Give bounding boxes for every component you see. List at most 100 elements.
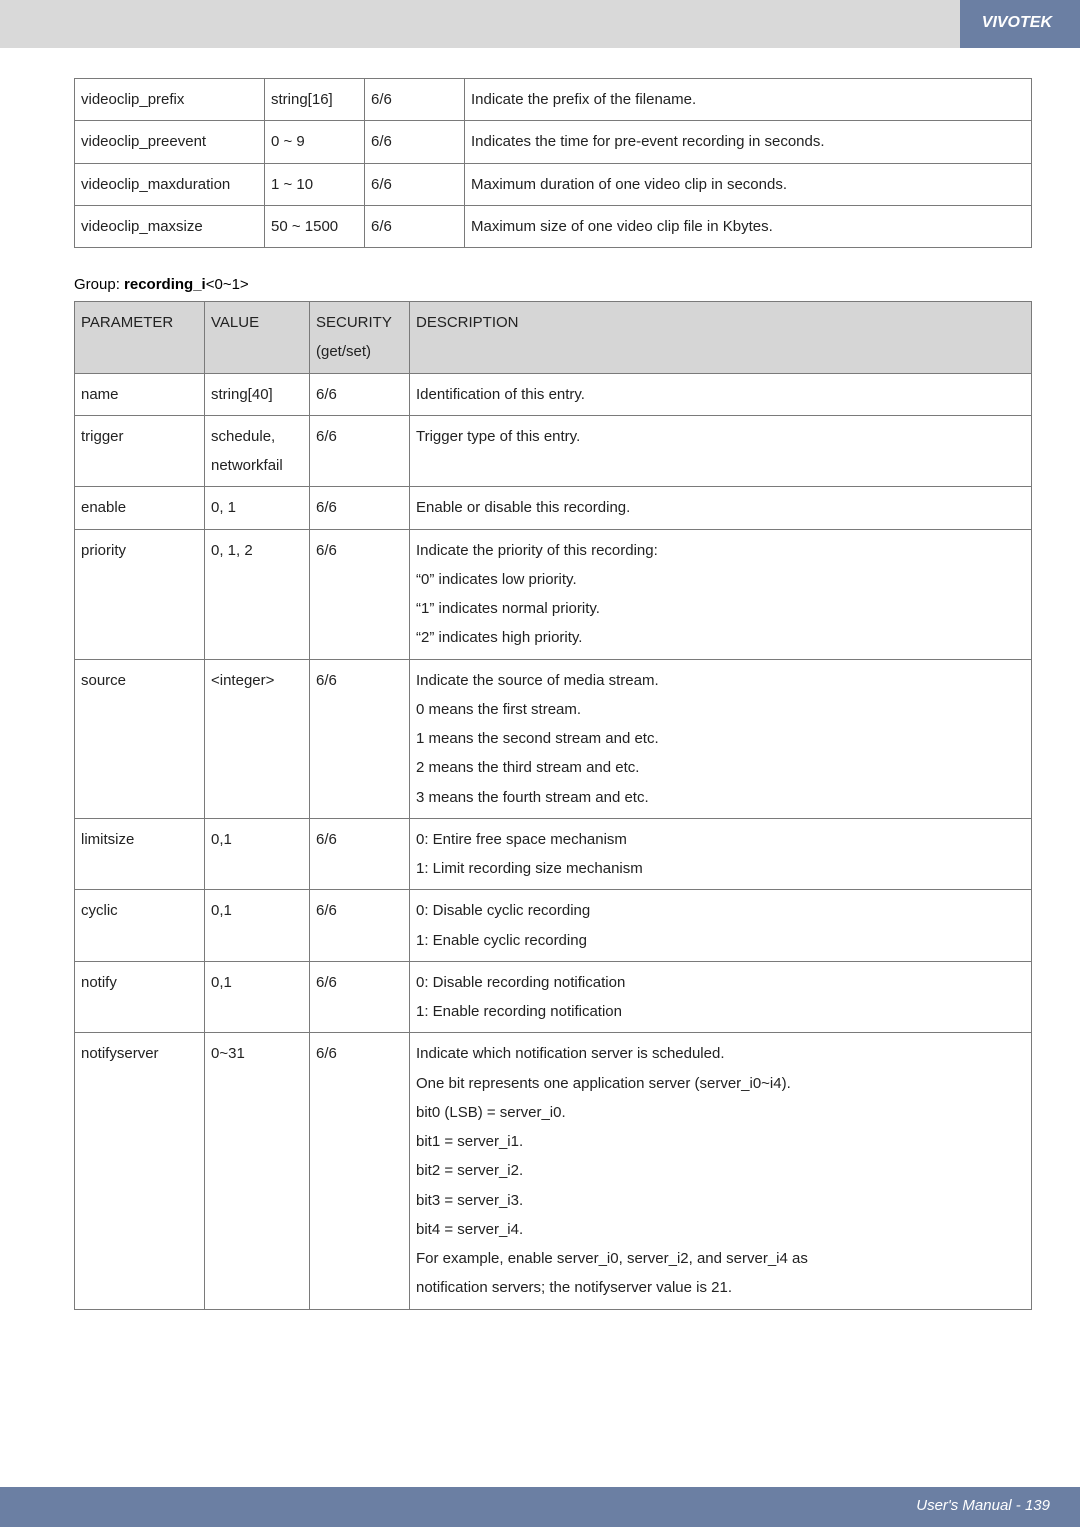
cell-description: 0: Disable recording notification1: Enab… xyxy=(410,961,1032,1033)
table-row: namestring[40]6/6Identification of this … xyxy=(75,373,1032,415)
description-line: 1: Enable recording notification xyxy=(416,997,1025,1026)
cell-parameter: trigger xyxy=(75,415,205,487)
description-line: 1: Enable cyclic recording xyxy=(416,926,1025,955)
cell-description: Indicate which notification server is sc… xyxy=(410,1033,1032,1309)
cell-description: Identification of this entry. xyxy=(410,373,1032,415)
cell-parameter: videoclip_maxsize xyxy=(75,205,265,247)
cell-security: 6/6 xyxy=(310,961,410,1033)
table-row: priority0, 1, 26/6Indicate the priority … xyxy=(75,529,1032,659)
videoclip-table: videoclip_prefixstring[16]6/6Indicate th… xyxy=(74,78,1032,248)
group-label-suffix: <0~1> xyxy=(206,276,249,293)
cell-security: 6/6 xyxy=(310,415,410,487)
cell-description: 0: Disable cyclic recording1: Enable cyc… xyxy=(410,890,1032,962)
description-line: Indicate the source of media stream. xyxy=(416,666,1025,695)
cell-parameter: notifyserver xyxy=(75,1033,205,1309)
col-header-security: SECURITY (get/set) xyxy=(310,302,410,374)
description-line: Indicate the priority of this recording: xyxy=(416,536,1025,565)
table-row: videoclip_maxduration1 ~ 106/6Maximum du… xyxy=(75,163,1032,205)
cell-value: 0~31 xyxy=(205,1033,310,1309)
cell-description: Indicates the time for pre-event recordi… xyxy=(465,121,1032,163)
cell-value: 0, 1, 2 xyxy=(205,529,310,659)
cell-value: 0,1 xyxy=(205,818,310,890)
cell-value: 0,1 xyxy=(205,890,310,962)
table-row: videoclip_preevent0 ~ 96/6Indicates the … xyxy=(75,121,1032,163)
cell-description: 0: Entire free space mechanism1: Limit r… xyxy=(410,818,1032,890)
brand-label: VIVOTEK xyxy=(960,0,1080,48)
footer-text: User's Manual - 139 xyxy=(916,1497,1050,1514)
cell-security: 6/6 xyxy=(365,79,465,121)
description-line: 1 means the second stream and etc. xyxy=(416,724,1025,753)
description-line: One bit represents one application serve… xyxy=(416,1069,1025,1098)
cell-parameter: enable xyxy=(75,487,205,529)
group-label-prefix: Group: xyxy=(74,276,124,293)
description-line: 0: Entire free space mechanism xyxy=(416,825,1025,854)
cell-description: Enable or disable this recording. xyxy=(410,487,1032,529)
description-line: bit1 = server_i1. xyxy=(416,1127,1025,1156)
col-header-description: DESCRIPTION xyxy=(410,302,1032,374)
header-band: VIVOTEK xyxy=(0,0,1080,48)
cell-parameter: videoclip_maxduration xyxy=(75,163,265,205)
description-line: 0: Disable cyclic recording xyxy=(416,896,1025,925)
description-line: 2 means the third stream and etc. xyxy=(416,753,1025,782)
cell-value: schedule, networkfail xyxy=(205,415,310,487)
cell-parameter: name xyxy=(75,373,205,415)
group-label-name: recording_i xyxy=(124,276,206,293)
cell-parameter: videoclip_prefix xyxy=(75,79,265,121)
group-label: Group: recording_i<0~1> xyxy=(74,276,1032,293)
description-line: Indicate the prefix of the filename. xyxy=(471,85,1025,114)
cell-security: 6/6 xyxy=(310,818,410,890)
col-header-value: VALUE xyxy=(205,302,310,374)
description-line: Maximum size of one video clip file in K… xyxy=(471,212,1025,241)
description-line: Indicates the time for pre-event recordi… xyxy=(471,127,1025,156)
description-line: bit0 (LSB) = server_i0. xyxy=(416,1098,1025,1127)
description-line: For example, enable server_i0, server_i2… xyxy=(416,1244,1025,1273)
table-row: cyclic0,16/60: Disable cyclic recording1… xyxy=(75,890,1032,962)
cell-description: Indicate the priority of this recording:… xyxy=(410,529,1032,659)
description-line: “0” indicates low priority. xyxy=(416,565,1025,594)
table-row: enable0, 16/6Enable or disable this reco… xyxy=(75,487,1032,529)
col-header-security-2: (get/set) xyxy=(316,337,403,366)
description-line: “1” indicates normal priority. xyxy=(416,594,1025,623)
description-line: Maximum duration of one video clip in se… xyxy=(471,170,1025,199)
table-row: videoclip_prefixstring[16]6/6Indicate th… xyxy=(75,79,1032,121)
description-line: “2” indicates high priority. xyxy=(416,623,1025,652)
cell-security: 6/6 xyxy=(310,890,410,962)
description-line: 0 means the first stream. xyxy=(416,695,1025,724)
description-line: notification servers; the notifyserver v… xyxy=(416,1273,1025,1302)
cell-description: Maximum size of one video clip file in K… xyxy=(465,205,1032,247)
cell-parameter: priority xyxy=(75,529,205,659)
cell-security: 6/6 xyxy=(365,163,465,205)
table-row: source<integer>6/6Indicate the source of… xyxy=(75,659,1032,818)
table-row: notifyserver0~316/6Indicate which notifi… xyxy=(75,1033,1032,1309)
cell-parameter: videoclip_preevent xyxy=(75,121,265,163)
description-line: Enable or disable this recording. xyxy=(416,493,1025,522)
cell-value: 0 ~ 9 xyxy=(265,121,365,163)
cell-security: 6/6 xyxy=(310,1033,410,1309)
description-line: 1: Limit recording size mechanism xyxy=(416,854,1025,883)
cell-security: 6/6 xyxy=(310,373,410,415)
cell-security: 6/6 xyxy=(310,529,410,659)
table-row: videoclip_maxsize50 ~ 15006/6Maximum siz… xyxy=(75,205,1032,247)
cell-value: 50 ~ 1500 xyxy=(265,205,365,247)
table-row: limitsize0,16/60: Entire free space mech… xyxy=(75,818,1032,890)
recording-table: PARAMETER VALUE SECURITY (get/set) DESCR… xyxy=(74,301,1032,1310)
cell-security: 6/6 xyxy=(365,205,465,247)
cell-parameter: notify xyxy=(75,961,205,1033)
description-line: 3 means the fourth stream and etc. xyxy=(416,783,1025,812)
cell-description: Indicate the prefix of the filename. xyxy=(465,79,1032,121)
cell-security: 6/6 xyxy=(310,659,410,818)
cell-value: string[40] xyxy=(205,373,310,415)
cell-value: string[16] xyxy=(265,79,365,121)
table-header-row: PARAMETER VALUE SECURITY (get/set) DESCR… xyxy=(75,302,1032,374)
description-line: Identification of this entry. xyxy=(416,380,1025,409)
description-line: Trigger type of this entry. xyxy=(416,422,1025,451)
cell-description: Trigger type of this entry. xyxy=(410,415,1032,487)
cell-value: 1 ~ 10 xyxy=(265,163,365,205)
footer-band: User's Manual - 139 xyxy=(0,1487,1080,1527)
description-line: 0: Disable recording notification xyxy=(416,968,1025,997)
cell-value: <integer> xyxy=(205,659,310,818)
col-header-parameter: PARAMETER xyxy=(75,302,205,374)
table-row: triggerschedule, networkfail6/6Trigger t… xyxy=(75,415,1032,487)
cell-security: 6/6 xyxy=(365,121,465,163)
cell-parameter: limitsize xyxy=(75,818,205,890)
